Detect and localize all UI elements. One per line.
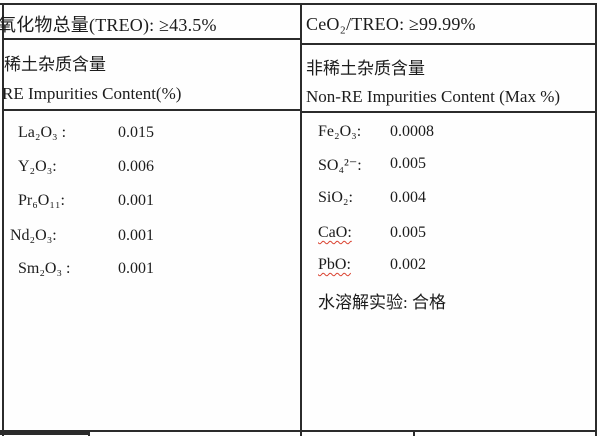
formula-label: Pr₆O₁₁: xyxy=(18,192,65,209)
formula-value: 0.015 xyxy=(118,124,154,141)
formula-label: Fe₂O₃: xyxy=(318,123,362,140)
formula-value: 0.006 xyxy=(118,158,154,175)
table-top-border xyxy=(0,3,597,5)
bottom-row-cell-3 xyxy=(302,432,413,436)
treo-total-cell: 氧化物总量(TREO): ≥43.5% xyxy=(0,15,217,35)
formula-value: 0.002 xyxy=(390,256,426,273)
formula-value: 0.001 xyxy=(118,227,154,244)
formula-label: Sm₂O₃ : xyxy=(18,260,71,277)
row1-divider-left xyxy=(2,38,300,40)
non-re-impurities-title-en: Non-RE Impurities Content (Max %) xyxy=(306,87,561,106)
re-impurities-title-cn: 稀土杂质含量 xyxy=(4,55,106,74)
non-re-impurities-title-cn: 非稀土杂质含量 xyxy=(306,59,425,78)
formula-value: 0.005 xyxy=(390,155,426,172)
bottom-row-cell-2 xyxy=(90,432,300,436)
bottom-row-thick-segment xyxy=(0,431,88,435)
formula-value: 0.001 xyxy=(118,192,154,209)
table-right-border xyxy=(595,3,597,436)
formula-label: PbO: xyxy=(318,256,351,273)
formula-value: 0.004 xyxy=(390,189,426,206)
bottom-row-cell-1 xyxy=(2,432,88,436)
row1-divider-right xyxy=(300,43,595,45)
re-impurities-title-en: RE Impurities Content(%) xyxy=(2,84,182,103)
formula-label: SO₄²⁻: xyxy=(318,157,362,174)
formula-value: 0.001 xyxy=(118,260,154,277)
formula-value: 0.005 xyxy=(390,224,426,241)
formula-value: 0.0008 xyxy=(390,123,434,140)
formula-label: La₂O₃ : xyxy=(18,124,67,141)
water-dissolution-test: 水溶解实验: 合格 xyxy=(318,293,446,312)
table-left-border xyxy=(2,3,4,436)
table-middle-divider xyxy=(300,3,302,436)
row2-divider-right xyxy=(300,111,595,113)
bottom-row-divider-2 xyxy=(413,431,415,436)
bottom-row-divider-1 xyxy=(88,431,90,436)
formula-label: SiO₂: xyxy=(318,189,353,206)
ceo2-treo-cell: CeO₂/TREO: ≥99.99% xyxy=(306,14,476,34)
bottom-row-cell-4 xyxy=(415,432,595,436)
row2-divider-left xyxy=(2,109,300,111)
bottom-row-divider xyxy=(0,430,595,432)
formula-label: Nd₂O₃: xyxy=(10,227,57,244)
formula-label: Y₂O₃: xyxy=(18,158,57,175)
formula-label: CaO: xyxy=(318,224,352,241)
